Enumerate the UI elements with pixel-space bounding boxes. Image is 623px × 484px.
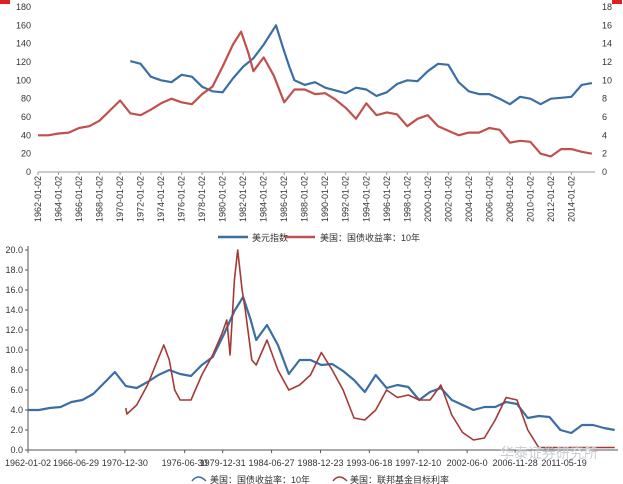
chart1-x-tick: 1972-01-02	[136, 176, 146, 222]
chart1-x-tick: 1974-01-02	[156, 176, 166, 222]
chart1-x-tick: 2006-01-02	[484, 176, 494, 222]
chart1-y-tick-right: 8	[602, 94, 607, 104]
chart2-legend-label-yield: 美国：国债收益率：10年	[210, 474, 310, 484]
chart2-series-line-treasury-yield	[28, 295, 615, 435]
chart1-series-line-treasury-yield	[38, 30, 593, 158]
chart2-legend-swatch-fed	[332, 476, 348, 482]
chart2-y-tick: 8.0	[10, 365, 23, 375]
chart1-x-tick: 1990-01-02	[320, 176, 330, 222]
chart1-x-tick: 1986-01-02	[279, 176, 289, 222]
chart1-y-tick-right: 16	[602, 20, 612, 30]
chart1-x-tick: 1992-01-02	[341, 176, 351, 222]
chart1-y-tick-right: 12	[602, 57, 612, 67]
chart2-y-tick: 12.0	[5, 325, 23, 335]
chart1-y-tick-left: 140	[16, 39, 31, 49]
chart2-y-tick: 6.0	[10, 385, 23, 395]
chart2-legend: 美国：国债收益率：10年 美国：联邦基金目标利率	[191, 474, 449, 484]
chart1-y-tick-left: 180	[16, 2, 31, 12]
chart1-x-tick: 1984-01-02	[259, 176, 269, 222]
chart2-x-tick: 1962-01-02	[5, 458, 51, 468]
corner-mark-left	[0, 0, 10, 4]
chart2-x-tick: 1988-12-23	[297, 458, 343, 468]
chart1-y-tick-right: 10	[602, 75, 612, 85]
chart1-y-tick-left: 20	[21, 149, 31, 159]
chart2-x-tick: 1979-12-31	[200, 458, 246, 468]
chart1-y-axis-left: 0 20 40 60 80 100 120 140 160 180	[16, 2, 31, 177]
chart2-legend-label-fed: 美国：联邦基金目标利率	[350, 474, 449, 484]
chart2-y-tick: 16.0	[5, 285, 23, 295]
chart1-x-tick: 2002-01-02	[443, 176, 453, 222]
chart2-x-tick: 1966-06-29	[53, 458, 99, 468]
watermark: 华泰证券研究所	[500, 445, 598, 461]
chart1-y-tick-right: 4	[602, 130, 607, 140]
chart1-legend: 美元指数 美国：国债收益率：10年	[218, 232, 420, 243]
chart1-legend-label-yield: 美国：国债收益率：10年	[320, 232, 420, 243]
chart1-x-tick: 1982-01-02	[238, 176, 248, 222]
chart1-x-tick: 1966-01-02	[74, 176, 84, 222]
chart1-y-tick-left: 0	[26, 167, 31, 177]
chart1-series	[38, 24, 593, 158]
chart2-y-tick: 20.0	[5, 245, 23, 255]
chart2-x-tick: 1997-12-10	[395, 458, 441, 468]
chart1-y-tick-right: 14	[602, 39, 612, 49]
chart1-x-tick: 2004-01-02	[464, 176, 474, 222]
chart1-y-tick-right: 2	[602, 149, 607, 159]
chart2-y-tick: 0.0	[10, 445, 23, 455]
chart1-y-tick-right: 18	[602, 2, 612, 12]
chart1-x-tick: 1962-01-02	[33, 176, 43, 222]
chart1-x-tick: 1996-01-02	[382, 176, 392, 222]
chart2-x-tick: 2002-06-0	[447, 458, 488, 468]
chart1-x-axis: 1962-01-02 1964-01-02 1966-01-02 1968-01-02…	[33, 171, 595, 222]
chart1-x-tick: 1998-01-02	[402, 176, 412, 222]
chart2-legend-swatch-yield	[191, 476, 207, 482]
chart1-x-tick: 1978-01-02	[197, 176, 207, 222]
chart1-x-tick: 2010-01-02	[525, 176, 535, 222]
corner-mark-right	[612, 0, 622, 4]
chart2-x-tick: 2006-11-28	[492, 458, 537, 468]
chart1-y-tick-right: 0	[602, 167, 607, 177]
chart2-y-tick: 18.0	[5, 265, 23, 275]
chart1-x-tick: 1988-01-02	[300, 176, 310, 222]
chart1-y-tick-right: 6	[602, 112, 607, 122]
chart1-series-line-dollar-index	[130, 24, 593, 106]
chart2: 0.02.04.06.08.010.012.014.016.018.020.0 …	[5, 245, 618, 484]
chart1-y-axis-right: 0 2 4 6 8 10 12 14 16 18	[602, 2, 612, 177]
chart1-y-tick-left: 100	[16, 75, 31, 85]
chart2-x-tick: 1970-12-30	[102, 458, 148, 468]
chart2-y-tick: 14.0	[5, 305, 23, 315]
chart2-x-tick: 1984-06-27	[249, 458, 295, 468]
chart1-x-tick: 1970-01-02	[115, 176, 125, 222]
chart1-x-tick: 1964-01-02	[54, 176, 64, 222]
chart1-y-tick-left: 60	[21, 112, 31, 122]
chart1-x-tick: 2008-01-02	[505, 176, 515, 222]
chart2-y-tick: 4.0	[10, 405, 23, 415]
chart2-series	[28, 249, 615, 449]
chart1-x-tick: 1976-01-02	[177, 176, 187, 222]
chart1-x-tick: 2012-01-02	[546, 176, 556, 222]
chart2-y-axis: 0.0 2.0 4.0 6.0 8.0 10.0 12.0 14.0 16.0 18.0 20.0	[5, 245, 28, 455]
chart1: 0 20 40 60 80 100 120 140 160 180 0 2 4 6 8 10 12 14 16 18…	[16, 2, 612, 243]
chart1-y-tick-left: 40	[21, 130, 31, 140]
chart2-y-tick: 2.0	[10, 425, 23, 435]
chart1-y-tick-left: 120	[16, 57, 31, 67]
chart2-series-line-fed-funds-target	[125, 249, 615, 449]
chart1-y-tick-left: 160	[16, 20, 31, 30]
chart2-x-tick: 2011-05-19	[541, 458, 586, 468]
chart1-x-tick: 1968-01-02	[95, 176, 105, 222]
chart1-x-tick: 2014-01-02	[566, 176, 576, 222]
chart1-x-tick: 2000-01-02	[423, 176, 433, 222]
chart1-legend-label-dollar: 美元指数	[252, 232, 288, 243]
chart1-y-tick-left: 80	[21, 94, 31, 104]
chart2-x-axis: 1962-01-02 1966-06-29 1970-12-30 1976-06-30…	[5, 450, 587, 468]
chart2-x-tick: 1993-06-18	[346, 458, 392, 468]
chart2-y-tick: 10.0	[5, 345, 23, 355]
chart2-x-tick: 1976-06-30	[162, 458, 208, 468]
chart1-x-tick: 1980-01-02	[218, 176, 228, 222]
chart1-x-tick: 1994-01-02	[361, 176, 371, 222]
